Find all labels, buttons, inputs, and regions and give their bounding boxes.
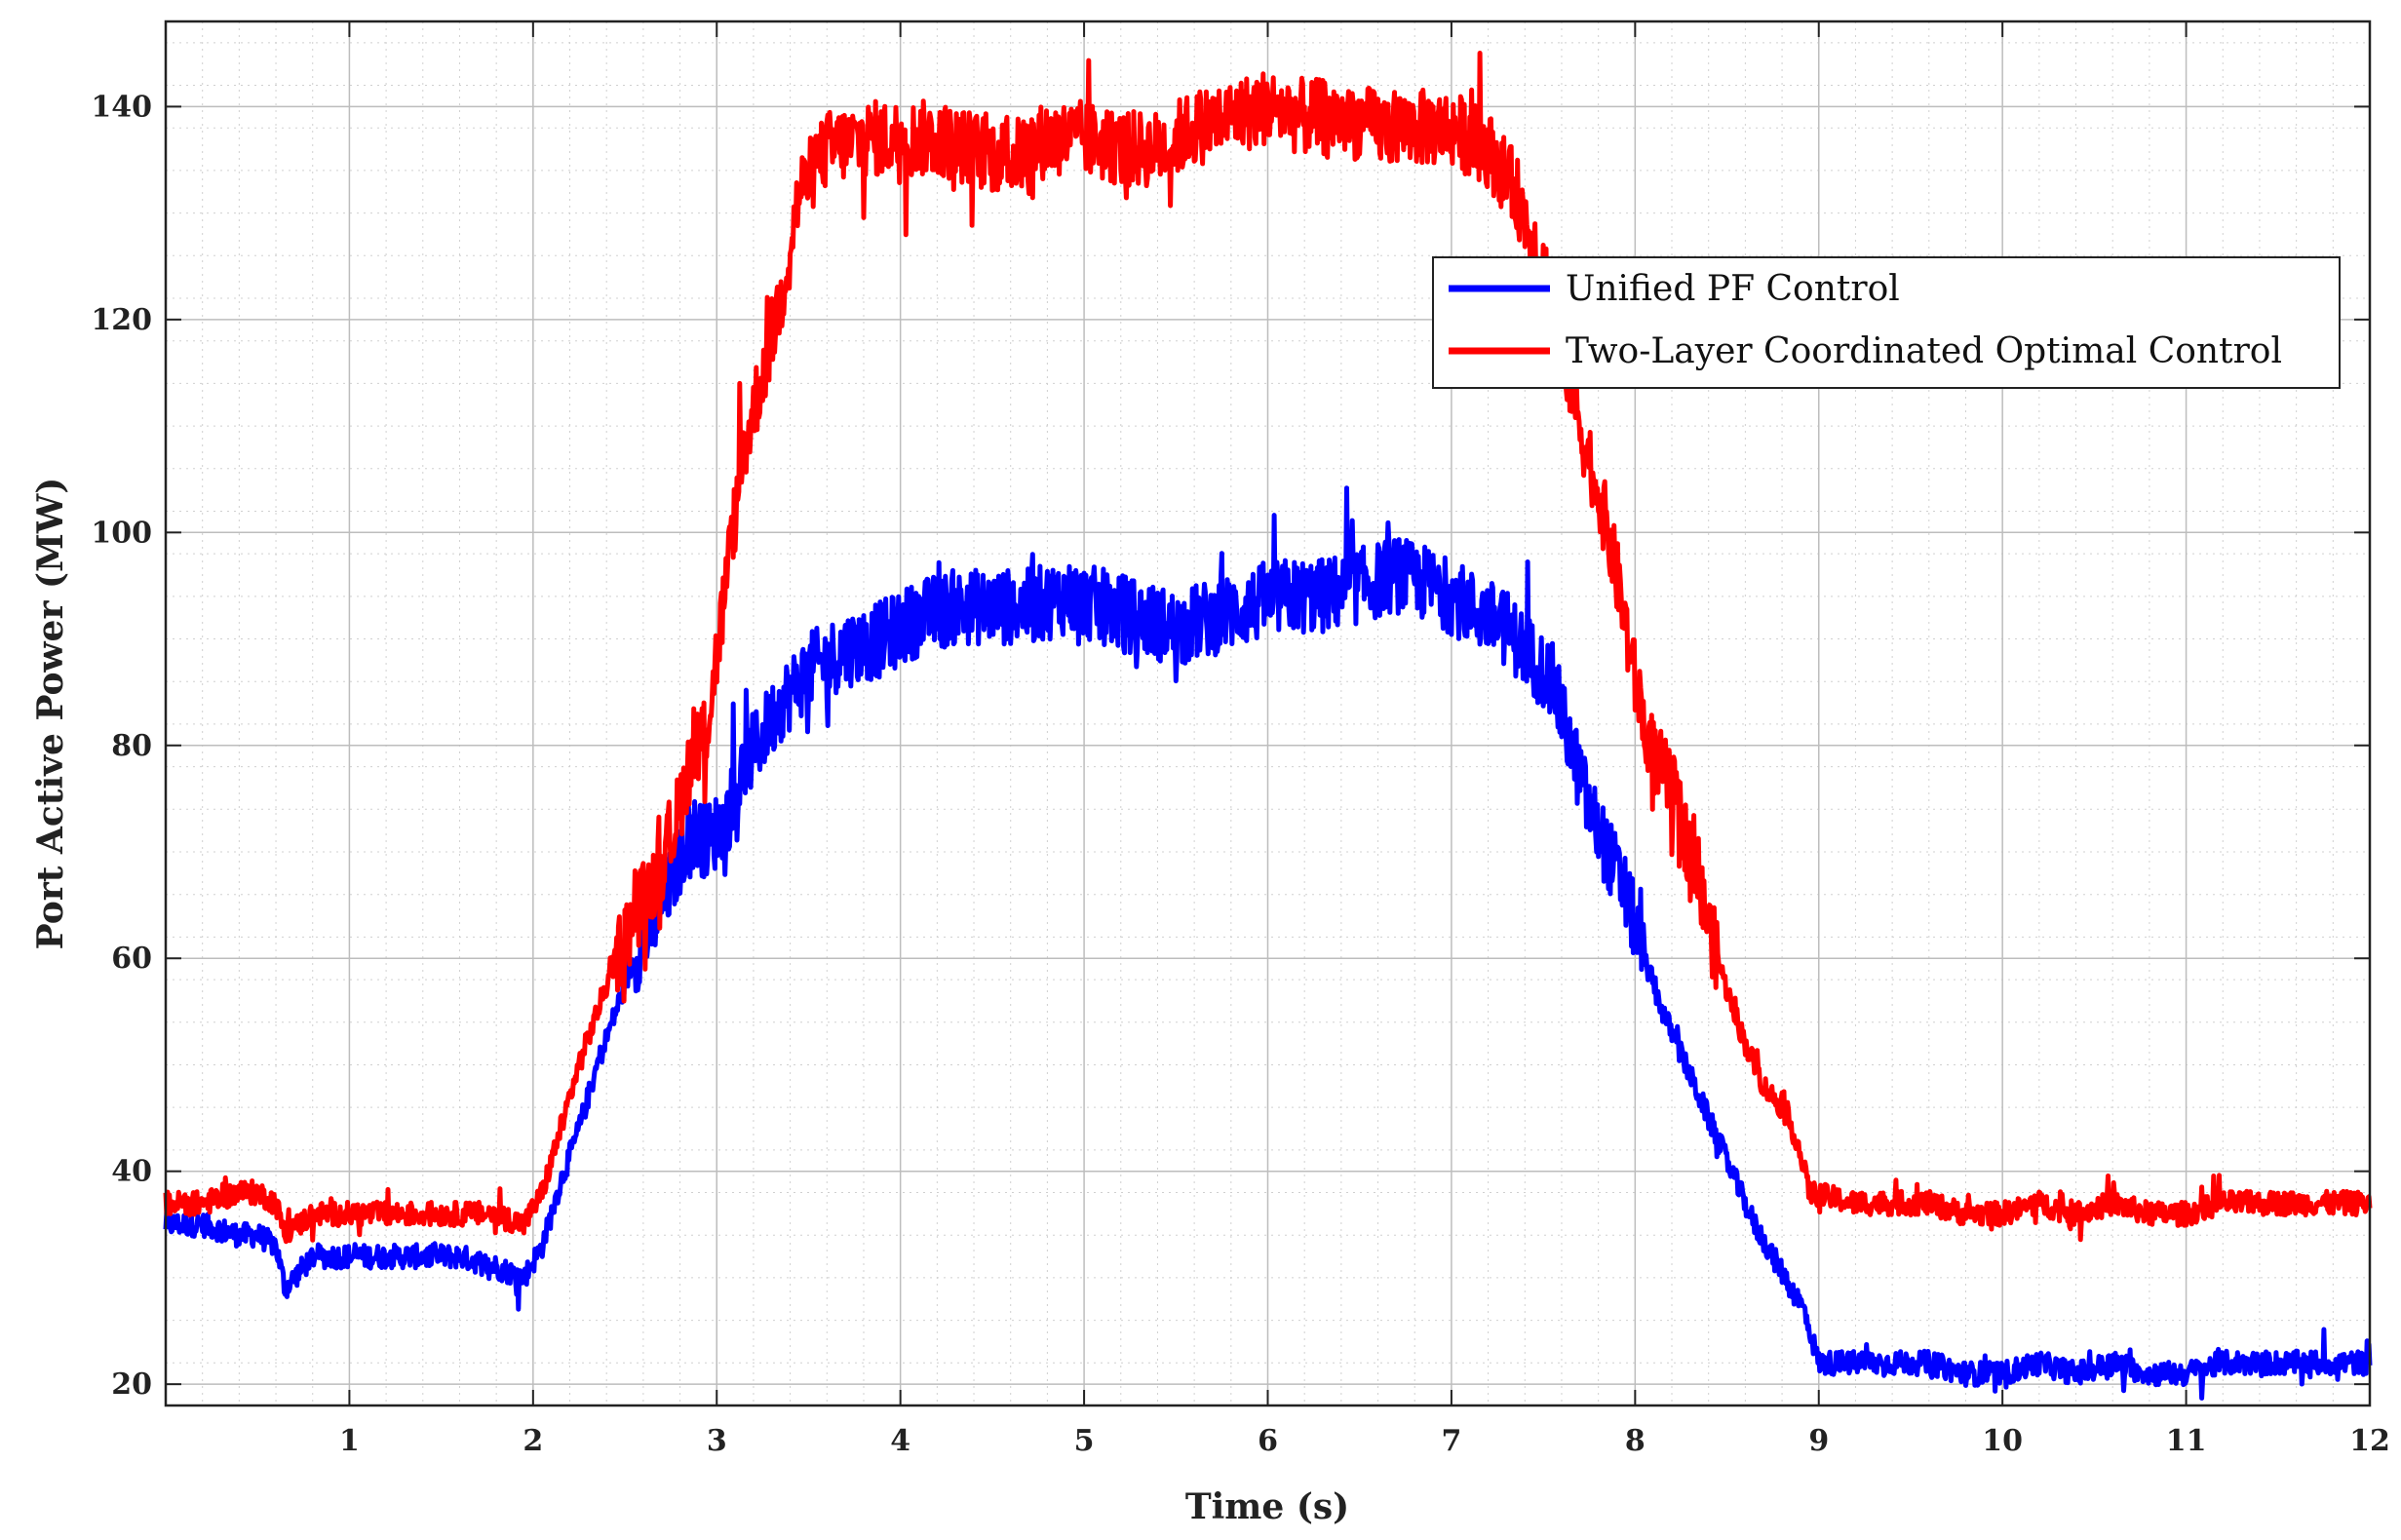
series-line-two-layer bbox=[163, 51, 2373, 1245]
tick-marks bbox=[166, 21, 2371, 1405]
legend-box bbox=[1432, 256, 2341, 389]
x-tick-labels: 1 2 3 4 5 6 7 8 9 10 11 12 bbox=[339, 1424, 2390, 1458]
x-tick-label: 4 bbox=[890, 1424, 910, 1458]
x-tick-label: 2 bbox=[523, 1424, 543, 1458]
y-tick-label: 140 bbox=[91, 90, 152, 124]
x-axis-title: Time (s) bbox=[1185, 1486, 1349, 1527]
y-tick-label: 100 bbox=[91, 516, 152, 550]
x-tick-label: 1 bbox=[339, 1424, 360, 1458]
y-tick-label: 20 bbox=[111, 1367, 152, 1402]
x-tick-label: 12 bbox=[2349, 1424, 2390, 1458]
y-axis-title: Port Active Power (MW) bbox=[30, 478, 71, 950]
y-tick-label: 80 bbox=[111, 729, 152, 763]
legend-label-two-layer: Two-Layer Coordinated Optimal Control bbox=[1566, 331, 2282, 371]
legend-label-unified-pf: Unified PF Control bbox=[1566, 269, 1900, 309]
y-tick-label: 120 bbox=[91, 303, 152, 337]
x-tick-label: 5 bbox=[1074, 1424, 1095, 1458]
x-tick-label: 7 bbox=[1441, 1424, 1461, 1458]
x-tick-label: 6 bbox=[1258, 1424, 1278, 1458]
y-tick-labels: 20 40 60 80 100 120 140 bbox=[91, 90, 152, 1402]
x-tick-label: 10 bbox=[1982, 1424, 2023, 1458]
x-tick-label: 9 bbox=[1808, 1424, 1829, 1458]
x-tick-label: 3 bbox=[707, 1424, 727, 1458]
x-tick-label: 8 bbox=[1625, 1424, 1646, 1458]
y-tick-label: 60 bbox=[111, 942, 152, 976]
series-layer bbox=[163, 51, 2373, 1401]
legend: Unified PF Control Two-Layer Coordinated… bbox=[1432, 256, 2341, 389]
series-line-unified-pf bbox=[163, 485, 2373, 1401]
y-tick-label: 40 bbox=[111, 1155, 152, 1189]
x-tick-label: 11 bbox=[2166, 1424, 2207, 1458]
